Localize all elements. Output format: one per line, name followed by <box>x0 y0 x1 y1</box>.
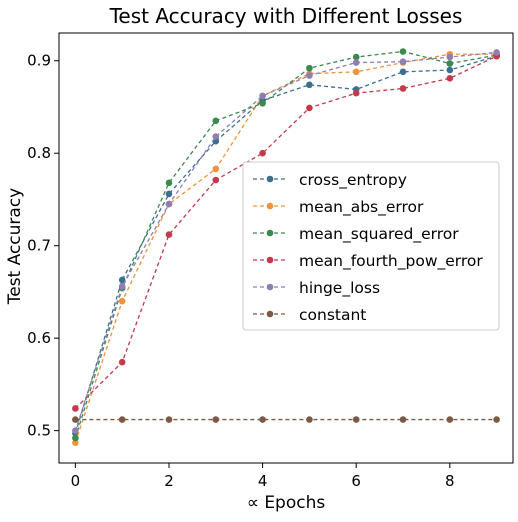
data-point-mean-abs-error <box>352 68 360 76</box>
data-point-mean-fourth-pow-error <box>306 104 313 112</box>
data-point-hinge-loss <box>118 283 126 290</box>
data-point-constant <box>306 416 313 423</box>
x-tick-label: 4 <box>258 472 268 490</box>
legend-marker-hinge-loss <box>266 283 274 291</box>
data-point-mean-squared-error <box>446 60 454 67</box>
plot-frame <box>58 32 514 464</box>
data-point-constant <box>118 416 126 423</box>
series-line-cross-entropy <box>74 55 497 434</box>
x-tick-label: 6 <box>351 472 361 490</box>
data-point-mean-squared-error <box>399 48 407 55</box>
legend-box <box>242 161 500 331</box>
y-tick-label: 0.7 <box>27 237 51 255</box>
data-point-mean-abs-error <box>212 165 220 173</box>
data-point-constant <box>259 416 266 423</box>
data-point-mean-squared-error <box>259 99 266 107</box>
data-point-constant <box>446 416 454 423</box>
legend-label-constant: constant <box>299 306 366 324</box>
data-point-cross-entropy <box>306 81 313 89</box>
data-point-constant <box>352 416 360 423</box>
series-line-mean-abs-error <box>74 53 497 443</box>
data-point-constant <box>165 416 173 423</box>
data-point-mean-squared-error <box>72 434 79 442</box>
data-point-mean-squared-error <box>212 117 220 125</box>
data-point-constant <box>399 416 407 423</box>
series-line-hinge-loss <box>74 51 497 431</box>
data-point-hinge-loss <box>165 200 173 208</box>
y-tick-label: 0.5 <box>27 422 51 440</box>
data-point-constant <box>72 416 79 423</box>
y-tick-label: 0.6 <box>27 329 51 347</box>
data-point-mean-squared-error <box>165 179 173 187</box>
data-point-mean-fourth-pow-error <box>352 89 360 97</box>
y-axis-label: Test Accuracy <box>5 188 25 306</box>
data-point-mean-fourth-pow-error <box>165 231 173 238</box>
data-point-cross-entropy <box>165 190 173 198</box>
data-point-hinge-loss <box>399 58 407 65</box>
y-tick-label: 0.8 <box>27 144 51 162</box>
data-point-hinge-loss <box>446 53 454 61</box>
data-point-mean-fourth-pow-error <box>72 405 79 412</box>
legend-marker-mean-fourth-pow-error <box>266 256 274 264</box>
data-point-mean-squared-error <box>306 64 313 72</box>
data-point-cross-entropy <box>446 66 454 74</box>
data-point-constant <box>493 416 500 423</box>
y-tick-label: 0.9 <box>27 52 51 70</box>
data-point-cross-entropy <box>118 276 126 284</box>
data-point-mean-fourth-pow-error <box>118 358 126 366</box>
legend: cross_entropy mean_abs_error mean_squared_… <box>242 161 500 331</box>
data-point-mean-fourth-pow-error <box>212 176 220 184</box>
x-axis-label: ∝ Epochs <box>247 493 326 513</box>
data-point-hinge-loss <box>306 72 313 79</box>
data-point-hinge-loss <box>72 427 79 434</box>
x-tick-label: 0 <box>71 472 81 490</box>
legend-marker-mean-squared-error <box>266 229 274 237</box>
data-point-constant <box>212 416 220 423</box>
data-point-cross-entropy <box>399 68 407 76</box>
x-tick-label: 2 <box>164 472 174 490</box>
data-point-mean-fourth-pow-error <box>399 85 407 92</box>
legend-label-cross-entropy: cross_entropy <box>299 171 407 190</box>
x-tick-label: 8 <box>445 472 455 490</box>
data-point-hinge-loss <box>259 92 266 100</box>
series-line-mean-fourth-pow-error <box>74 55 497 409</box>
data-point-hinge-loss <box>212 133 220 140</box>
legend-label-mean-abs-error: mean_abs_error <box>299 198 424 217</box>
legend-label-hinge-loss: hinge_loss <box>299 279 380 298</box>
data-point-hinge-loss <box>493 49 500 56</box>
data-point-mean-squared-error <box>352 53 360 61</box>
data-point-mean-fourth-pow-error <box>446 75 454 82</box>
legend-label-mean-fourth-pow-error: mean_fourth_pow_error <box>299 252 483 271</box>
chart-title: Test Accuracy with Different Losses <box>109 4 463 28</box>
legend-marker-cross-entropy <box>266 175 274 183</box>
data-point-mean-abs-error <box>118 297 126 305</box>
legend-marker-mean-abs-error <box>266 202 274 210</box>
data-point-mean-abs-error <box>72 439 79 446</box>
legend-marker-constant <box>266 310 274 318</box>
data-point-mean-fourth-pow-error <box>259 149 266 157</box>
data-point-hinge-loss <box>352 59 360 66</box>
legend-label-mean-squared-error: mean_squared_error <box>299 225 459 244</box>
plot-area: 0 2 4 6 8 0.5 0.6 0.7 0.8 0.9 <box>27 32 514 490</box>
